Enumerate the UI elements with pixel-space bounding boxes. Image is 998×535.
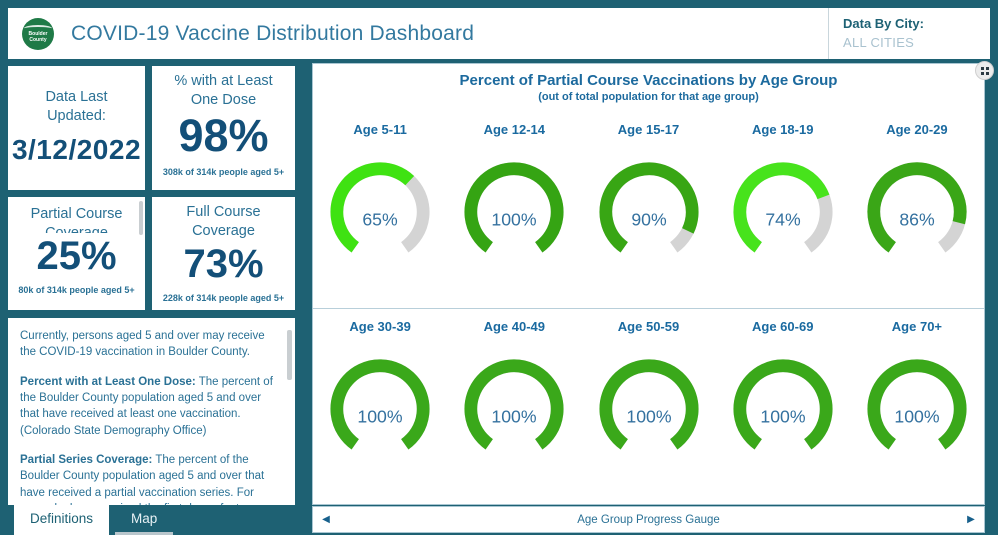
full-subtext: 228k of 314k people aged 5+ bbox=[162, 292, 285, 303]
gauge-panel-header: Percent of Partial Course Vaccinations b… bbox=[313, 64, 984, 112]
city-filter[interactable]: Data By City: ALL CITIES bbox=[828, 8, 990, 59]
definitions-panel: Currently, persons aged 5 and over may r… bbox=[8, 318, 295, 505]
partial-value: 25% bbox=[36, 234, 117, 278]
gauge-age-20-29: Age 20-29 86% bbox=[850, 112, 984, 308]
page-title: COVID-19 Vaccine Distribution Dashboard bbox=[71, 21, 475, 45]
gauge-chart: 74% bbox=[733, 162, 833, 253]
definitions-scrollbar[interactable] bbox=[287, 330, 292, 380]
definitions-text: Currently, persons aged 5 and over may r… bbox=[20, 328, 279, 505]
gauge-panel-subtitle: (out of total population for that age gr… bbox=[538, 91, 759, 103]
gauge-age-label: Age 50-59 bbox=[617, 318, 680, 334]
partial-label: Partial Course Coverage bbox=[30, 206, 123, 233]
gauge-age-label: Age 15-17 bbox=[617, 122, 680, 137]
updated-label: Data Last Updated: bbox=[45, 89, 108, 124]
city-filter-value[interactable]: ALL CITIES bbox=[843, 35, 915, 50]
tab-definitions[interactable]: Definitions bbox=[14, 505, 110, 535]
gauge-value-arc bbox=[867, 358, 967, 450]
expand-panel-button[interactable] bbox=[975, 61, 994, 80]
tab-bar: Definitions Map bbox=[14, 505, 174, 535]
gauge-age-15-17: Age 15-17 90% bbox=[581, 112, 715, 308]
gauge-age-70+: Age 70+ 100% bbox=[850, 309, 984, 505]
header: Boulder County COVID-19 Vaccine Distribu… bbox=[8, 8, 990, 59]
gauge-value-arc bbox=[330, 358, 430, 450]
gauge-chart: 100% bbox=[867, 358, 967, 450]
row-divider bbox=[313, 307, 984, 309]
gauge-age-5-11: Age 5-11 65% bbox=[313, 112, 447, 308]
gauge-age-label: Age 70+ bbox=[891, 318, 943, 334]
card-partial-coverage: Partial Course Coverage 25% 80k of 314k … bbox=[8, 197, 145, 310]
definition-paragraph: Percent with at Least One Dose: The perc… bbox=[20, 375, 273, 437]
gauge-chart: 100% bbox=[599, 358, 698, 450]
gauge-age-12-14: Age 12-14 100% bbox=[447, 112, 581, 308]
logo-text: Boulder County bbox=[28, 30, 48, 43]
pager-right-arrow-icon[interactable]: ▶ bbox=[967, 514, 975, 525]
boulder-county-logo-icon: Boulder County bbox=[22, 17, 54, 50]
gauge-age-label: Age 18-19 bbox=[752, 122, 814, 137]
gauge-value-arc bbox=[733, 162, 830, 253]
gauge-chart: 100% bbox=[464, 162, 564, 253]
gauge-age-60-69: Age 60-69 100% bbox=[716, 309, 850, 505]
gauge-value-arc bbox=[464, 358, 564, 450]
gauge-row-2: Age 30-39 100% Age 40-49 100% Age 50-59 100% A… bbox=[313, 309, 984, 505]
gauge-age-label: Age 30-39 bbox=[349, 318, 411, 334]
gauge-percent-label: 100% bbox=[626, 406, 671, 426]
card-scrollbar[interactable] bbox=[139, 201, 143, 235]
one-dose-value: 98% bbox=[178, 109, 269, 161]
gauge-chart: 90% bbox=[599, 162, 698, 253]
definition-paragraph: Partial Series Coverage: The percent of … bbox=[20, 453, 265, 505]
updated-value: 3/12/2022 bbox=[11, 133, 142, 165]
pager-title: Age Group Progress Gauge bbox=[577, 513, 720, 526]
gauge-chart: 65% bbox=[330, 162, 430, 253]
gauge-chart: 100% bbox=[464, 358, 564, 450]
gauge-pager-bar: ◀ Age Group Progress Gauge ▶ bbox=[312, 506, 985, 533]
gauge-row-1: Age 5-11 65% Age 12-14 100% Age 15-17 90% Age … bbox=[313, 112, 984, 308]
gauge-chart: 100% bbox=[330, 358, 430, 450]
gauge-age-30-39: Age 30-39 100% bbox=[313, 309, 447, 505]
gauge-age-label: Age 60-69 bbox=[752, 318, 814, 334]
gauge-percent-label: 65% bbox=[362, 210, 398, 230]
gauge-percent-label: 100% bbox=[358, 406, 403, 426]
gauge-age-40-49: Age 40-49 100% bbox=[447, 309, 581, 505]
card-data-last-updated: Data Last Updated: 3/12/2022 bbox=[8, 66, 145, 190]
city-filter-label: Data By City: bbox=[843, 16, 924, 31]
gauge-chart: 86% bbox=[867, 162, 967, 253]
gauge-value-arc bbox=[733, 358, 833, 450]
gauge-value-arc bbox=[599, 358, 698, 450]
gauge-percent-label: 86% bbox=[899, 210, 935, 230]
gauge-panel-title: Percent of Partial Course Vaccinations b… bbox=[459, 72, 838, 89]
gauge-panel: Percent of Partial Course Vaccinations b… bbox=[312, 63, 985, 505]
pager-left-arrow-icon[interactable]: ◀ bbox=[322, 514, 330, 525]
gauge-chart: 100% bbox=[733, 358, 833, 450]
tab-map[interactable]: Map bbox=[115, 505, 174, 535]
gauge-value-arc bbox=[599, 162, 698, 253]
full-label: Full Course Coverage bbox=[186, 204, 261, 239]
one-dose-subtext: 308k of 314k people aged 5+ bbox=[162, 166, 285, 177]
gauge-value-arc bbox=[867, 162, 967, 253]
card-full-coverage: Full Course Coverage 73% 228k of 314k pe… bbox=[152, 197, 295, 310]
gauge-age-50-59: Age 50-59 100% bbox=[581, 309, 715, 505]
gauge-age-18-19: Age 18-19 74% bbox=[716, 112, 850, 308]
card-one-dose: % with at Least One Dose 98% 308k of 314… bbox=[152, 66, 295, 190]
gauge-percent-label: 100% bbox=[760, 406, 805, 426]
gauge-percent-label: 100% bbox=[894, 406, 939, 426]
gauge-age-label: Age 40-49 bbox=[483, 318, 546, 334]
one-dose-label: % with at Least One Dose bbox=[174, 73, 273, 108]
definition-paragraph: Currently, persons aged 5 and over may r… bbox=[20, 330, 265, 359]
gauge-percent-label: 100% bbox=[492, 406, 537, 426]
gauge-percent-label: 100% bbox=[492, 210, 537, 230]
full-value: 73% bbox=[183, 241, 264, 286]
gauge-age-label: Age 20-29 bbox=[886, 122, 948, 137]
gauge-value-arc bbox=[330, 162, 415, 253]
partial-subtext: 80k of 314k people aged 5+ bbox=[18, 285, 135, 295]
gauge-value-arc bbox=[464, 162, 564, 253]
expand-icon bbox=[980, 66, 989, 75]
gauge-percent-label: 74% bbox=[765, 210, 801, 230]
gauge-age-label: Age 5-11 bbox=[353, 122, 407, 137]
gauge-percent-label: 90% bbox=[631, 210, 667, 230]
gauge-age-label: Age 12-14 bbox=[483, 122, 546, 137]
